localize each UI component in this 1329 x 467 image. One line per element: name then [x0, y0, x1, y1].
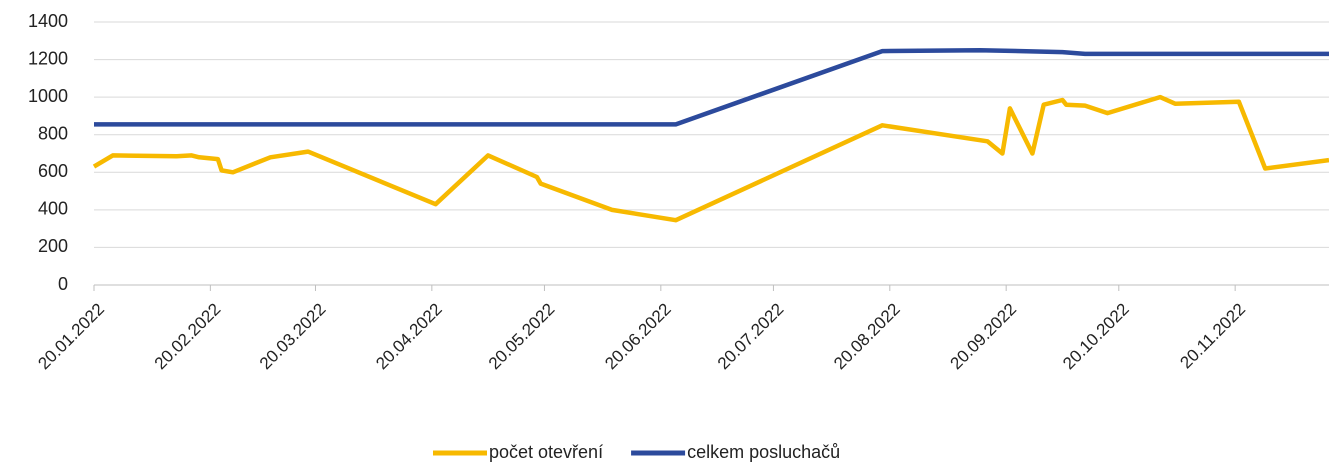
y-tick-label: 1200 [28, 48, 68, 68]
x-tick-label: 20.01.2022 [34, 300, 108, 374]
x-tick-label: 20.04.2022 [372, 300, 446, 374]
x-tick-label: 20.10.2022 [1059, 300, 1133, 374]
line-series [92, 94, 1329, 223]
y-tick-label: 200 [38, 236, 68, 256]
y-tick-label: 800 [38, 123, 68, 143]
x-tick-label: 20.08.2022 [830, 300, 904, 374]
y-tick-label: 0 [58, 274, 68, 294]
x-tick-label: 20.06.2022 [601, 300, 675, 374]
x-tick-label: 20.05.2022 [485, 300, 559, 374]
legend-item: celkem posluchačů [631, 442, 840, 462]
x-tick-label: 20.11.2022 [1176, 300, 1249, 373]
x-tick-label: 20.02.2022 [151, 300, 225, 374]
y-tick-label: 600 [38, 161, 68, 181]
legend-item: počet otevření [433, 442, 603, 462]
line-series [94, 47, 1329, 127]
y-tick-label: 1000 [28, 86, 68, 106]
x-tick-label: 20.07.2022 [714, 300, 788, 374]
x-tick-label: 20.03.2022 [256, 300, 330, 374]
y-tick-label: 400 [38, 199, 68, 219]
y-tick-label: 1400 [28, 11, 68, 31]
legend-label: celkem posluchačů [687, 442, 840, 462]
legend-label: počet otevření [489, 442, 603, 462]
x-tick-label: 20.09.2022 [947, 300, 1021, 374]
